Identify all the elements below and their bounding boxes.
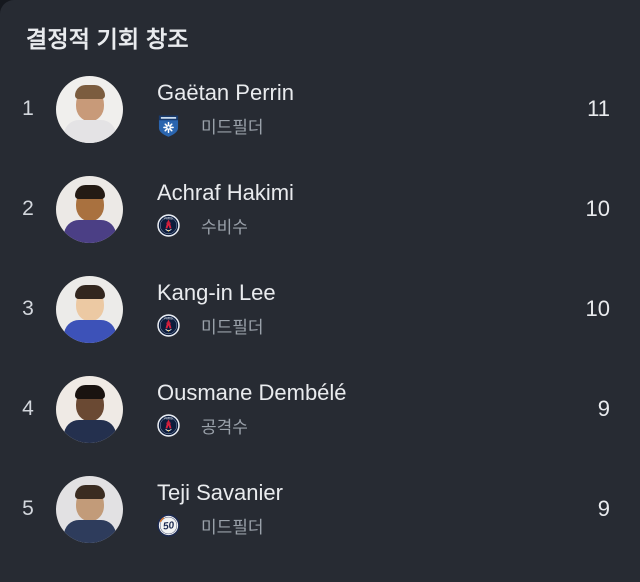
player-name: Gaëtan Perrin xyxy=(157,79,294,105)
rank-label: 5 xyxy=(22,497,34,520)
rank-label: 2 xyxy=(22,197,34,220)
position-label: 미드필더 xyxy=(201,518,264,537)
psg-crest-icon: PARIS xyxy=(157,213,180,238)
player-row[interactable]: 3 Kang-in Lee PARIS xyxy=(0,259,640,359)
rank-label: 3 xyxy=(22,297,34,320)
player-row[interactable]: 4 Ousmane Dembélé PARIS xyxy=(0,359,640,459)
player-info: Ousmane Dembélé PARIS 공격 xyxy=(157,380,347,439)
player-info: Kang-in Lee PARIS 미드필더 xyxy=(157,280,276,339)
montpellier-50-crest-icon: 50 xyxy=(157,513,180,538)
avatar-jersey-shape xyxy=(63,319,116,343)
stat-value: 10 xyxy=(585,196,610,221)
position-label: 수비수 xyxy=(201,218,248,237)
player-row[interactable]: 2 Achraf Hakimi PARIS xyxy=(0,159,640,259)
player-avatar xyxy=(56,275,123,343)
avatar-jersey-shape xyxy=(63,119,116,143)
player-avatar xyxy=(56,75,123,143)
avatar-jersey-shape xyxy=(63,519,116,543)
avatar-hair-shape xyxy=(74,84,105,99)
player-avatar xyxy=(56,475,123,543)
avatar-jersey-shape xyxy=(63,419,116,443)
svg-text:50: 50 xyxy=(162,520,175,533)
svg-text:PARIS: PARIS xyxy=(164,416,172,420)
player-meta: PARIS 수비수 xyxy=(157,213,294,239)
stat-value: 11 xyxy=(587,96,610,121)
player-info: Achraf Hakimi PARIS 수비수 xyxy=(157,180,294,239)
player-info: Teji Savanier 50 미드필더 xyxy=(157,480,283,539)
avatar-hair-shape xyxy=(74,384,105,399)
player-name: Ousmane Dembélé xyxy=(157,379,347,405)
player-name: Teji Savanier xyxy=(157,479,283,505)
player-row[interactable]: 1 Gaëtan Perrin xyxy=(0,59,640,159)
player-row[interactable]: 5 Teji Savanier 50 미드필더 xyxy=(0,459,640,559)
player-avatar xyxy=(56,175,123,243)
position-label: 미드필더 xyxy=(201,318,264,337)
player-info: Gaëtan Perrin xyxy=(157,80,294,139)
position-label: 미드필더 xyxy=(201,118,264,137)
player-meta: 미드필더 xyxy=(157,113,294,139)
psg-crest-icon: PARIS xyxy=(157,413,180,438)
player-name: Achraf Hakimi xyxy=(157,179,294,205)
stat-value: 9 xyxy=(597,396,610,421)
auxerre-crest-icon xyxy=(157,113,180,138)
avatar-hair-shape xyxy=(74,284,105,299)
svg-text:PARIS: PARIS xyxy=(164,216,172,220)
player-meta: 50 미드필더 xyxy=(157,513,283,539)
position-label: 공격수 xyxy=(201,418,248,437)
player-name: Kang-in Lee xyxy=(157,279,276,305)
stat-value: 10 xyxy=(585,296,610,321)
player-meta: PARIS 미드필더 xyxy=(157,313,276,339)
svg-text:PARIS: PARIS xyxy=(164,316,172,320)
rank-label: 1 xyxy=(22,97,34,120)
avatar-hair-shape xyxy=(74,184,105,199)
player-meta: PARIS 공격수 xyxy=(157,413,347,439)
stat-value: 9 xyxy=(597,496,610,521)
player-list: 1 Gaëtan Perrin xyxy=(0,59,640,559)
psg-crest-icon: PARIS xyxy=(157,313,180,338)
player-avatar xyxy=(56,375,123,443)
avatar-hair-shape xyxy=(74,484,105,499)
page-title: 결정적 기회 창조 xyxy=(26,26,189,52)
rank-label: 4 xyxy=(22,397,34,420)
avatar-jersey-shape xyxy=(63,219,116,243)
